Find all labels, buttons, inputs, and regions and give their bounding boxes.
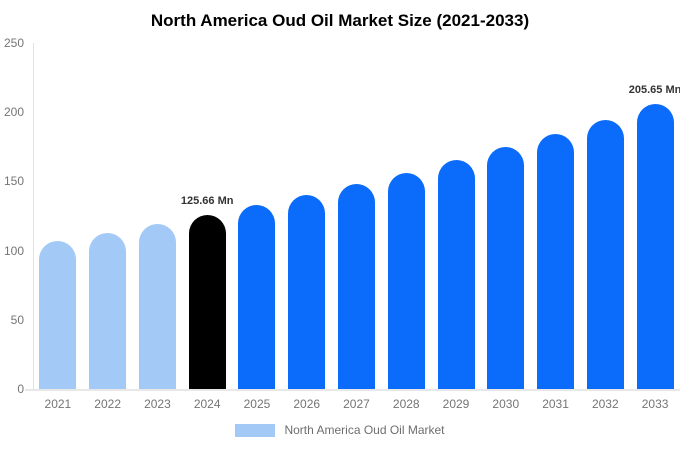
chart-title: North America Oud Oil Market Size (2021-… — [150, 11, 530, 30]
x-tick-label-2027: 2027 — [343, 397, 370, 411]
bar-slot-2033: 205.65 Mn — [628, 43, 680, 389]
bar-slot-2031 — [531, 43, 581, 389]
bar-slot-2024: 125.66 Mn — [180, 43, 234, 389]
y-axis: 0 50 100 150 200 250 — [0, 36, 24, 396]
bar-2022[interactable] — [89, 233, 127, 389]
x-tick-label-2024: 2024 — [193, 397, 221, 411]
x-tick-label-2029: 2029 — [442, 397, 470, 411]
x-tick-label-2033: 2033 — [641, 397, 669, 411]
bar-2033[interactable] — [636, 104, 674, 389]
bar-2023[interactable] — [138, 224, 176, 389]
y-tick-label-150: 150 — [3, 174, 24, 189]
bar-slot-2032 — [580, 43, 630, 389]
x-tick-label-2032: 2032 — [591, 397, 619, 411]
bar-slot-2026 — [282, 43, 332, 389]
x-tick-label-2026: 2026 — [293, 397, 321, 411]
x-tick-label-2031: 2031 — [542, 397, 569, 411]
y-tick-label-50: 50 — [10, 312, 24, 327]
bars-area: 125.66 Mn 205.65 Mn — [33, 43, 680, 389]
bar-2024[interactable] — [188, 215, 226, 389]
x-tick-label-2025: 2025 — [243, 397, 271, 411]
data-label-2024: 125.66 Mn — [180, 195, 234, 207]
bar-slot-2021 — [33, 43, 83, 389]
bar-2021[interactable] — [39, 241, 77, 389]
y-tick-label-100: 100 — [3, 243, 24, 258]
plot-area: 125.66 Mn 205.65 Mn — [25, 43, 680, 391]
bar-slot-2029 — [431, 43, 481, 389]
bar-2031[interactable] — [537, 134, 575, 389]
bar-2025[interactable] — [238, 205, 276, 389]
x-tick-label-2023: 2023 — [144, 397, 171, 411]
bar-2032[interactable] — [586, 120, 624, 389]
x-tick-label-2028: 2028 — [392, 397, 420, 411]
y-tick-label-0: 0 — [17, 382, 24, 396]
bar-slot-2027 — [332, 43, 382, 389]
x-tick-label-2022: 2022 — [94, 397, 121, 411]
bar-2028[interactable] — [387, 173, 425, 389]
x-tick-label-2021: 2021 — [44, 397, 72, 411]
y-tick-label-200: 200 — [3, 105, 24, 120]
legend-label: North America Oud Oil Market — [284, 423, 445, 437]
x-tick-label-2030: 2030 — [492, 397, 520, 411]
bar-2029[interactable] — [437, 160, 475, 389]
bar-slot-2025 — [232, 43, 282, 389]
legend-swatch — [235, 423, 276, 437]
y-axis-line — [33, 43, 34, 390]
data-label-2033: 205.65 Mn — [628, 84, 680, 96]
bar-slot-2023 — [133, 43, 183, 389]
bar-2027[interactable] — [337, 184, 375, 389]
bar-slot-2030 — [481, 43, 531, 389]
x-axis: 2021 2022 2023 2024 2025 2026 2027 2028 2029 2030… — [33, 397, 680, 411]
legend[interactable]: North America Oud Oil Market — [0, 423, 680, 437]
bar-slot-2028 — [381, 43, 431, 389]
bar-2026[interactable] — [288, 195, 326, 389]
bar-slot-2022 — [83, 43, 133, 389]
bar-2030[interactable] — [487, 147, 525, 389]
y-tick-label-250: 250 — [3, 36, 24, 50]
x-axis-line — [25, 389, 680, 391]
